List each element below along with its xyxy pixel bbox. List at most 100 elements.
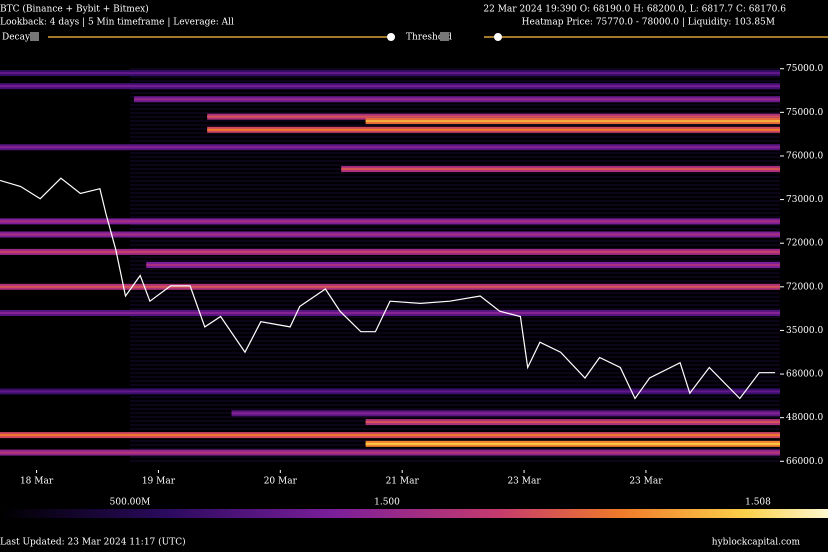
y-tick-label: 72000.0: [786, 239, 823, 249]
heat-band-core: [0, 390, 780, 393]
heat-texture: [130, 108, 780, 110]
colorbar-label: 500.00M: [110, 498, 151, 508]
x-tick-label: 19 Mar: [142, 477, 176, 487]
heat-texture: [130, 140, 780, 142]
heat-texture: [130, 160, 780, 162]
heat-texture: [130, 368, 780, 370]
threshold-icon: [440, 32, 449, 41]
y-tick-label: 66000.0: [786, 457, 823, 467]
heat-band-core: [0, 285, 780, 288]
heat-texture: [130, 224, 780, 226]
heat-band-core: [341, 168, 780, 171]
heat-texture: [130, 332, 780, 334]
heat-texture: [130, 276, 780, 278]
heat-texture: [130, 356, 780, 358]
y-tick-label: 68000.0: [786, 370, 823, 380]
heat-texture: [130, 188, 780, 190]
decay-label: Decay: [2, 33, 31, 43]
heat-band-core: [134, 98, 780, 101]
heat-texture: [130, 268, 780, 270]
heat-texture: [130, 180, 780, 182]
heat-texture: [130, 396, 780, 398]
x-tick-label: 23 Mar: [629, 477, 663, 487]
heat-band-core: [0, 451, 780, 454]
heat-texture: [130, 316, 780, 318]
heat-texture: [130, 272, 780, 274]
heat-texture: [130, 404, 780, 406]
heat-texture: [130, 164, 780, 166]
y-tick-label: 72000.0: [786, 282, 823, 292]
heat-texture: [130, 216, 780, 218]
heat-band-core: [207, 128, 780, 131]
heatmap-info: Heatmap Price: 75770.0 - 78000.0 | Liqui…: [522, 18, 775, 28]
y-tick-label: 48000.0: [786, 413, 823, 423]
heat-band-core: [0, 85, 780, 88]
colorbar-label: 1.500: [374, 498, 400, 508]
heat-texture: [130, 416, 780, 418]
heat-texture: [130, 336, 780, 338]
x-tick-label: 20 Mar: [264, 477, 298, 487]
heat-texture: [130, 136, 780, 138]
heat-band-core: [365, 421, 780, 424]
heat-band-core: [365, 120, 780, 123]
colorbar-label: 1.508: [745, 498, 771, 508]
heat-texture: [130, 104, 780, 106]
heat-band-core: [231, 412, 780, 415]
last-updated: Last Updated: 23 Mar 2024 11:17 (UTC): [0, 537, 186, 548]
y-tick-label: 75000.0: [786, 64, 823, 74]
heat-texture: [130, 448, 780, 450]
heat-texture: [130, 68, 780, 70]
heat-texture: [130, 340, 780, 342]
heat-texture: [130, 348, 780, 350]
x-tick-label: 23 Mar: [507, 477, 541, 487]
heat-texture: [130, 300, 780, 302]
heat-band-core: [0, 72, 780, 75]
heat-band-core: [365, 442, 780, 445]
heat-texture: [130, 364, 780, 366]
y-tick-label: 76000.0: [786, 151, 823, 161]
heat-texture: [130, 328, 780, 330]
heat-texture: [130, 408, 780, 410]
heat-band-core: [0, 220, 780, 223]
heat-band-core: [0, 146, 780, 149]
decay-icon: [30, 32, 39, 41]
site: hyblockcapital.com: [712, 538, 801, 548]
heat-band-core: [207, 115, 780, 118]
heat-texture: [130, 76, 780, 78]
heat-texture: [130, 192, 780, 194]
heat-band-core: [146, 264, 780, 266]
x-tick-label: 18 Mar: [20, 477, 54, 487]
heat-texture: [130, 256, 780, 258]
price-line: [0, 177, 776, 400]
heat-texture: [130, 112, 780, 114]
threshold-handle[interactable]: [494, 33, 502, 41]
heat-texture: [130, 304, 780, 306]
heat-texture: [130, 244, 780, 246]
heat-texture: [130, 320, 780, 322]
title: BTC (Binance + Bybit + Bitmex): [0, 4, 149, 15]
heat-texture: [130, 352, 780, 354]
heat-texture: [130, 212, 780, 214]
heat-texture: [130, 200, 780, 202]
heat-texture: [130, 372, 780, 374]
heat-texture: [130, 196, 780, 198]
heat-texture: [130, 280, 780, 282]
heat-texture: [130, 376, 780, 378]
y-tick-label: 35000.0: [786, 326, 823, 336]
heat-texture: [130, 156, 780, 158]
heat-texture: [130, 324, 780, 326]
ohlc: 22 Mar 2024 19:390 O: 68190.0 H: 68200.0…: [483, 5, 786, 15]
heat-texture: [130, 400, 780, 402]
heat-texture: [130, 184, 780, 186]
decay-handle[interactable]: [387, 33, 395, 41]
heat-band-core: [0, 434, 780, 437]
heat-texture: [130, 80, 780, 82]
heat-texture: [130, 308, 780, 310]
colorbar: [0, 509, 828, 518]
subtitle: Lookback: 4 days | 5 Min timeframe | Lev…: [0, 18, 234, 28]
heat-texture: [130, 204, 780, 206]
heat-texture: [130, 176, 780, 178]
y-tick-label: 75000.0: [786, 108, 823, 118]
heat-band-core: [0, 311, 780, 314]
